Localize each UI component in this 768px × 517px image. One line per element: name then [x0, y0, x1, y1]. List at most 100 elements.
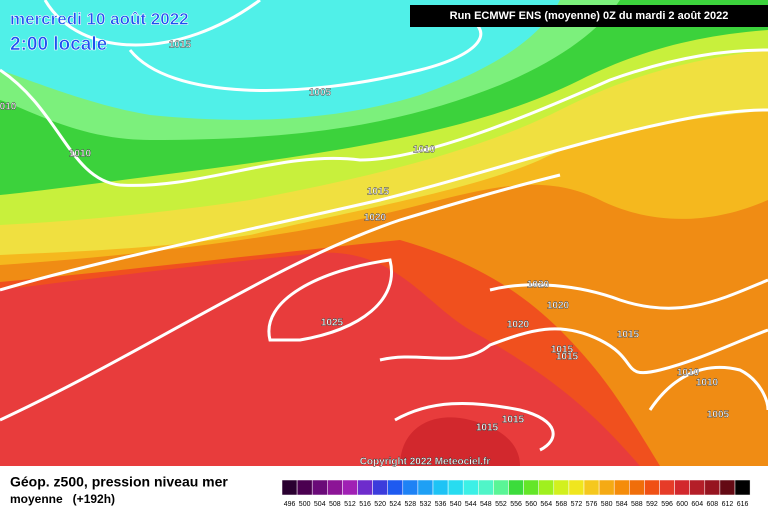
colorbar-swatch: [387, 479, 404, 496]
colorbar-label: 548: [480, 501, 492, 508]
colorbar-label: 528: [405, 501, 417, 508]
isobar-label: 1020: [527, 280, 550, 291]
isobar: [43, 0, 261, 47]
isobar-label: 1010: [677, 368, 700, 379]
colorbar-label: 600: [676, 501, 688, 508]
band-dark-red: [400, 417, 520, 466]
isobar: [0, 108, 768, 292]
colorbar-swatch: [327, 479, 343, 496]
colorbar-swatch: [447, 479, 464, 496]
isobar-label: 1015: [476, 423, 499, 434]
colorbar-swatch: [734, 479, 751, 496]
isobar-label: 1005: [309, 88, 332, 99]
date: mercredi 10 août 2022: [10, 9, 189, 28]
colorbar-swatch: [568, 479, 585, 496]
isobar-label: 1020: [507, 320, 530, 331]
band-cyan: [0, 0, 560, 120]
colorbar-label: 576: [586, 501, 598, 508]
isobar: [489, 278, 768, 310]
colorbar-swatch: [583, 479, 600, 496]
footer-subtitle: moyenne (+192h): [10, 492, 115, 506]
colorbar-swatch: [674, 479, 690, 496]
colorbar-swatch: [704, 479, 721, 496]
colorbar-swatch: [598, 479, 615, 496]
colorbar-swatch: [296, 479, 313, 496]
isobar: [648, 365, 768, 411]
colorbar-swatch: [553, 479, 570, 496]
colorbar-label: 592: [646, 501, 658, 508]
isobar-label: 1010: [413, 145, 436, 156]
isobar-label: 1015: [502, 415, 525, 426]
isobar: [267, 258, 393, 342]
isobar-label: 1020: [364, 213, 387, 224]
isobar-label: 1010: [696, 378, 719, 389]
copyright: Copyright 2022 Meteociel.fr: [360, 457, 491, 468]
colorbar-label: 508: [329, 501, 341, 508]
colorbar-swatch: [493, 479, 509, 496]
isobars: [0, 0, 768, 452]
isobar-label: 1010: [69, 149, 92, 160]
colorbar-label: 568: [556, 501, 568, 508]
isobar: [128, 13, 483, 92]
isobar: [0, 173, 561, 422]
colorbar-label: 564: [540, 501, 552, 508]
colorbar-label: 596: [661, 501, 673, 508]
colorbar-swatch: [357, 479, 373, 496]
isobar-label: 1005: [707, 410, 730, 421]
colorbar-label: 552: [495, 501, 507, 508]
colorbar-swatch: [342, 479, 358, 496]
colorbar-label: 512: [344, 501, 356, 508]
colorbar-label: 588: [631, 501, 643, 508]
colorbar-label: 556: [510, 501, 522, 508]
colorbar-swatch: [719, 479, 736, 496]
colorbar-swatch: [508, 479, 524, 496]
colorbar-label: 608: [707, 501, 719, 508]
isobar: [394, 401, 555, 452]
colorbar-swatch: [644, 479, 660, 496]
isobar: [379, 327, 768, 375]
colorbar-swatch: [417, 479, 434, 496]
colorbar-label: 560: [525, 501, 537, 508]
time: 2:00 locale: [10, 34, 107, 55]
isobar-label: 1015: [617, 330, 640, 341]
colorbar-label: 544: [465, 501, 477, 508]
colorbar-label: 584: [616, 501, 628, 508]
colorbar-label: 616: [737, 501, 749, 508]
colorbar-swatch: [629, 479, 645, 496]
colorbar-label: 612: [722, 501, 734, 508]
colorbar-label: 504: [314, 501, 326, 508]
isobar-label: 1015: [169, 40, 192, 51]
colorbar-swatch: [689, 479, 706, 496]
colorbar-swatch: [402, 479, 419, 496]
colorbar-swatch: [523, 479, 539, 496]
colorbar-swatch: [538, 479, 555, 496]
colorbar-swatch: [281, 479, 298, 496]
colorbar-label: 496: [284, 501, 296, 508]
colorbar-label: 524: [389, 501, 401, 508]
colorbar-swatch: [478, 479, 494, 496]
run-text: Run ECMWF ENS (moyenne) 0Z du mardi 2 ao…: [450, 10, 729, 22]
colorbar-label: 604: [691, 501, 703, 508]
isobar-label: 1020: [547, 301, 570, 312]
isobar-label: 1015: [556, 352, 579, 363]
colorbar-label: 572: [571, 501, 583, 508]
isobar-label: 1025: [321, 318, 344, 329]
colorbar-swatch: [659, 479, 675, 496]
colorbar-label: 500: [299, 501, 311, 508]
colorbar-label: 580: [601, 501, 613, 508]
colorbar-label: 540: [450, 501, 462, 508]
isobar-label: 1015: [551, 345, 574, 356]
colorbar-label: 532: [420, 501, 432, 508]
colorbar-swatch: [372, 479, 388, 496]
colorbar-swatch: [311, 479, 328, 496]
colorbar-swatch: [613, 479, 630, 496]
colorbar-swatch: [462, 479, 479, 496]
colorbar-label: 520: [374, 501, 386, 508]
colorbar-label: 516: [359, 501, 371, 508]
isobar-label: 010: [0, 102, 17, 113]
run-box: [410, 5, 768, 27]
isobar-label: 1015: [367, 187, 390, 198]
colorbar-swatch: [432, 479, 449, 496]
colorbar: 496 500 504 508 512 516 520 524 528 532 536 540 544 5…: [281, 479, 751, 508]
